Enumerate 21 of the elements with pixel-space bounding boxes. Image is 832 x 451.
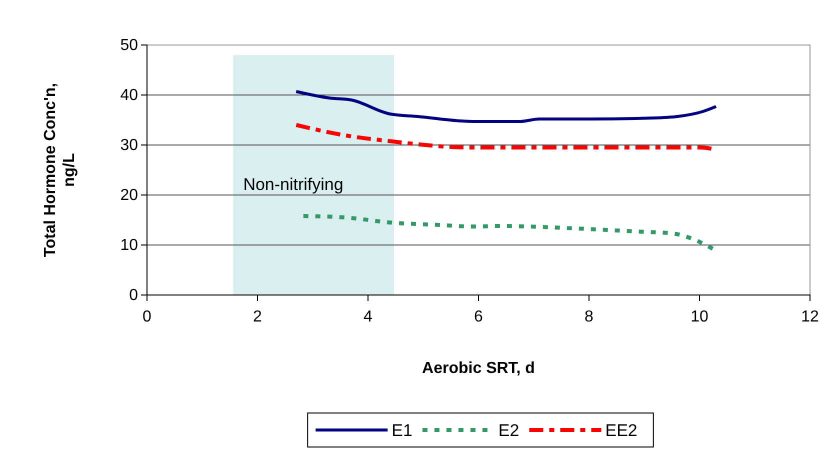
x-tick-label: 12 (801, 308, 819, 326)
y-tick-label: 0 (129, 287, 138, 304)
x-tick-label: 6 (474, 308, 484, 326)
y-tick-label: 50 (120, 37, 138, 54)
x-tick-label: 2 (253, 308, 262, 326)
y-tick-label: 40 (120, 87, 138, 104)
x-tick-label: 8 (584, 308, 594, 326)
line-series (294, 90, 718, 123)
x-axis-title: Aerobic SRT, d (422, 360, 535, 377)
band-label: Non-nitrifying (243, 175, 344, 194)
y-tick-label: 30 (120, 137, 138, 154)
x-tick-label: 4 (364, 308, 373, 326)
x-tick-label: 0 (142, 308, 152, 326)
line-series (301, 214, 716, 251)
x-tick-label: 10 (690, 308, 708, 326)
y-tick-label: 10 (120, 237, 138, 254)
legend-label: E2 (498, 421, 520, 440)
y-tick-label: 20 (120, 187, 138, 204)
y-axis-title: Total Hormone Conc'n, ng/L (42, 82, 78, 258)
legend-label: E1 (392, 421, 412, 440)
legend-label: EE2 (605, 421, 638, 440)
